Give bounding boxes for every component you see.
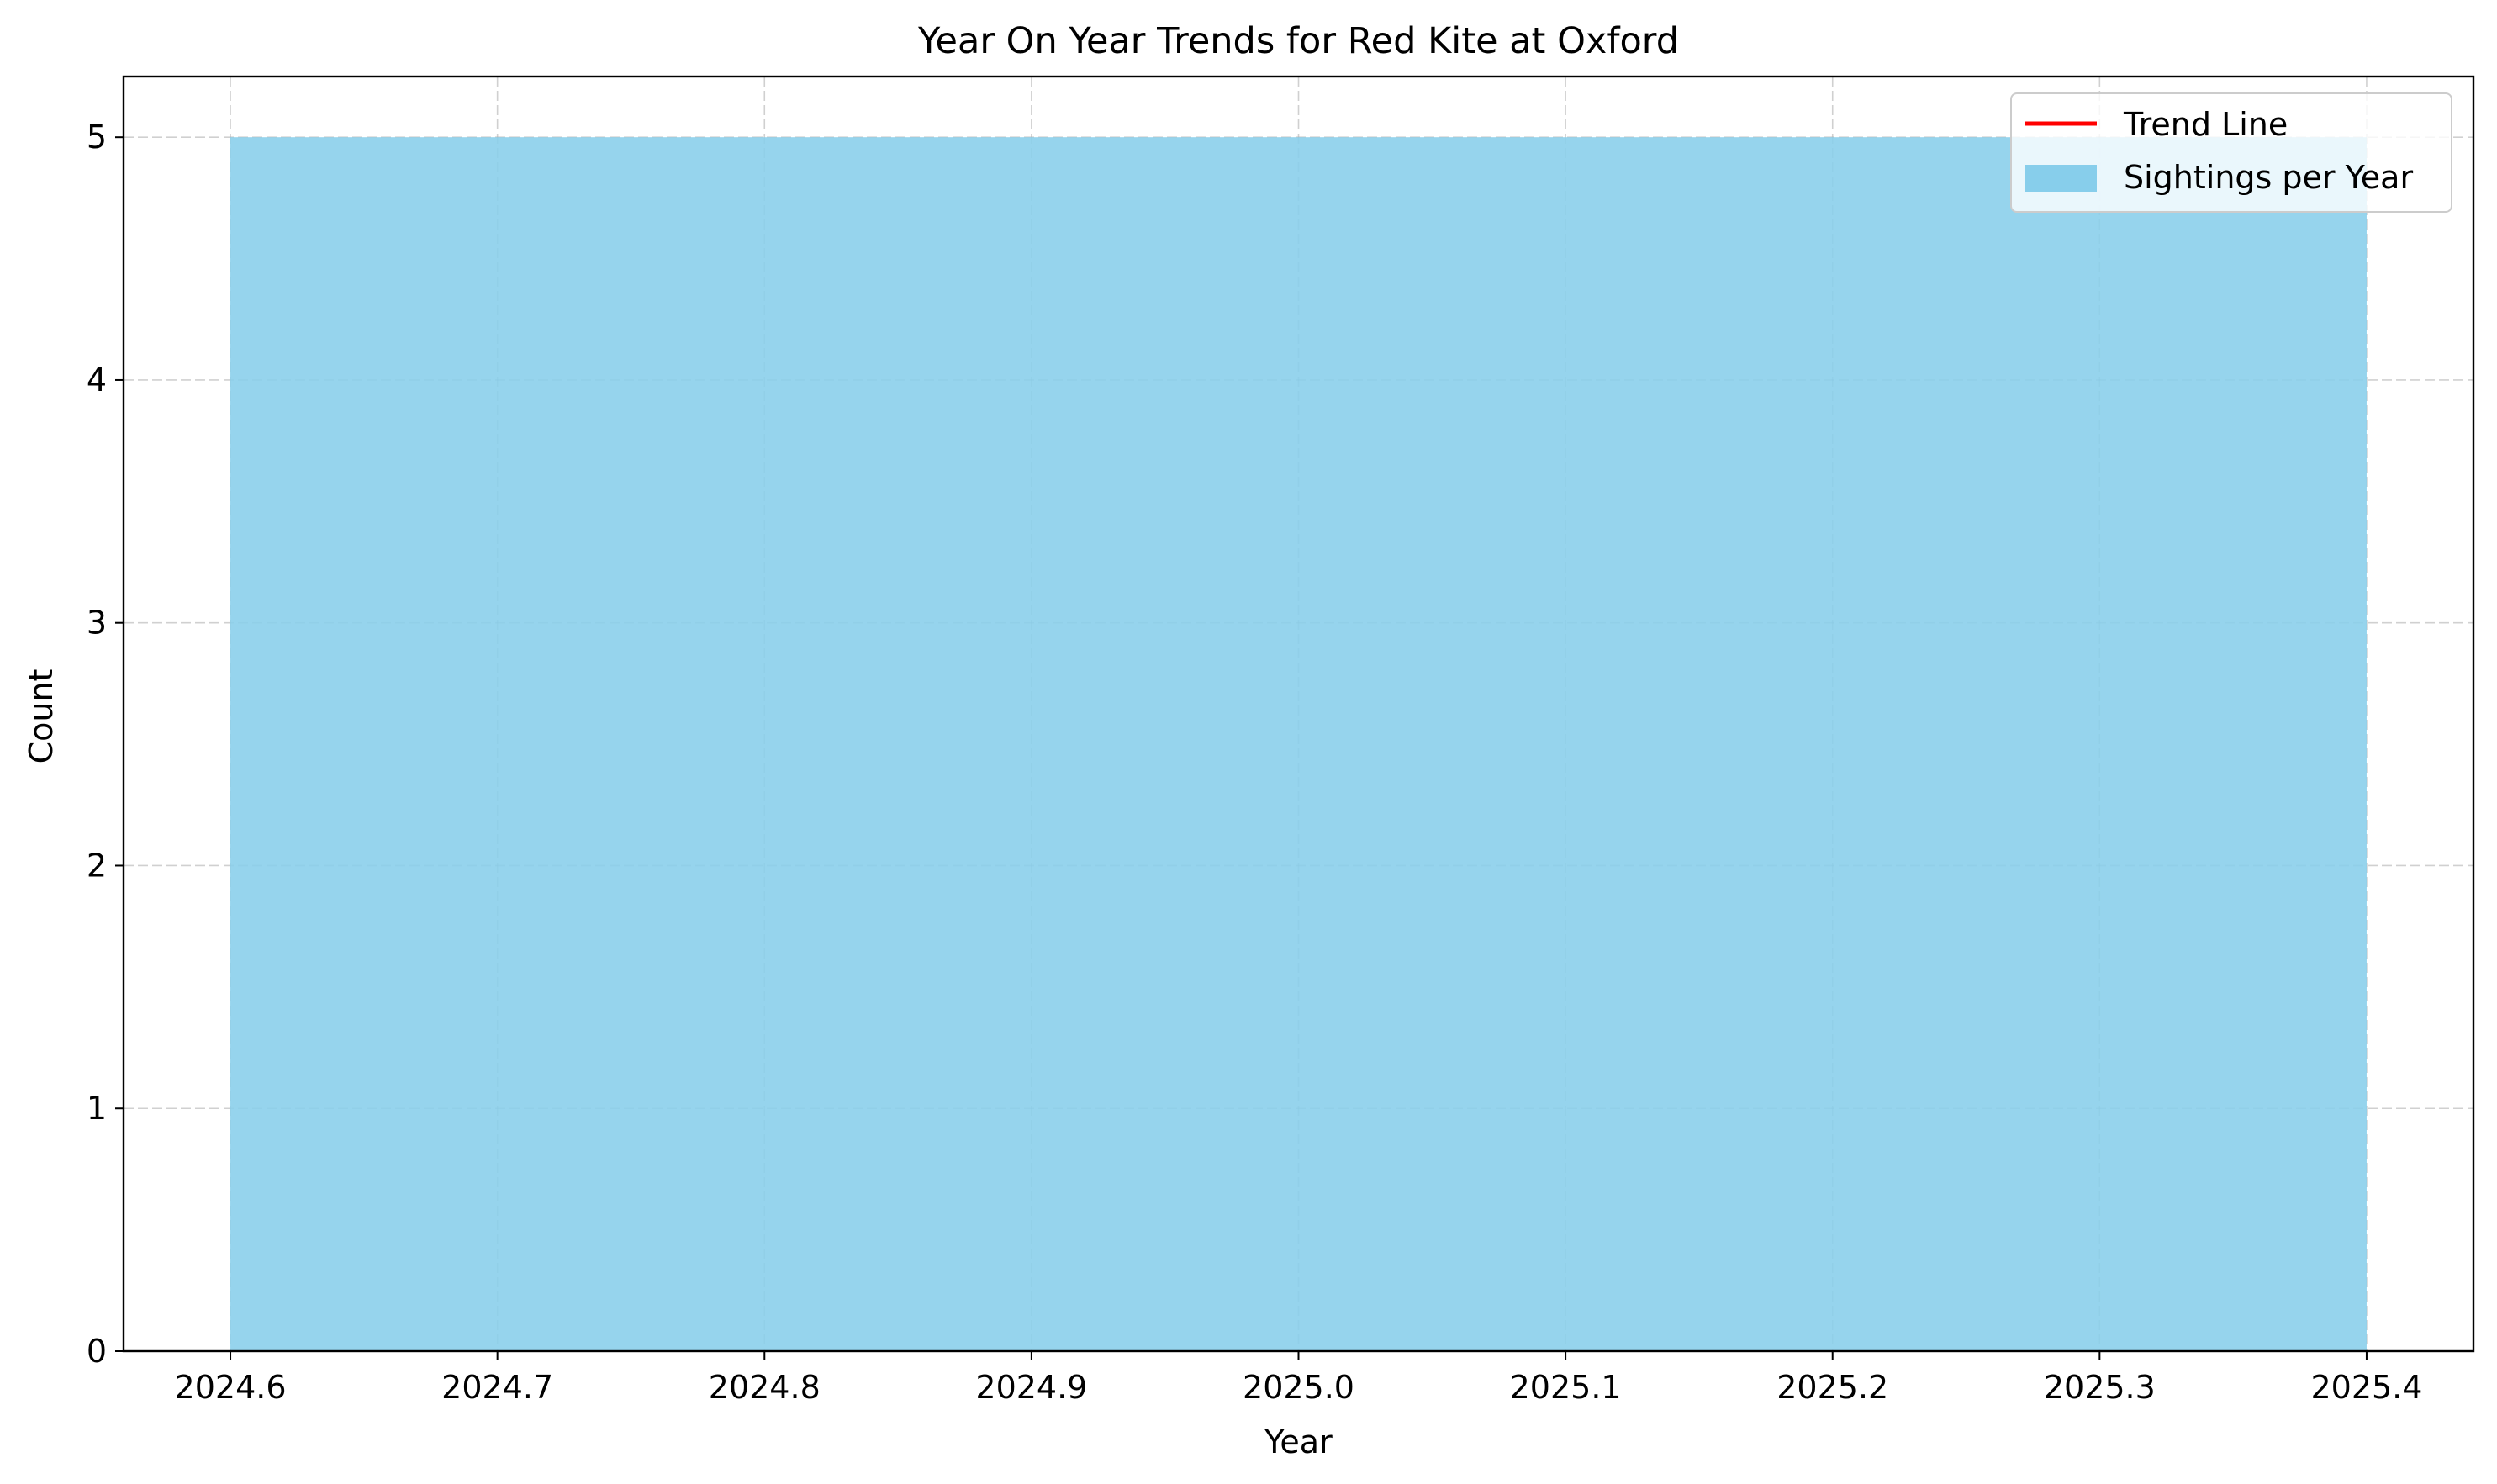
legend-trend-line-label: Trend Line [2123,106,2288,143]
legend-box [2010,92,2452,213]
chart-title: Year On Year Trends for Red Kite at Oxfo… [917,20,1679,62]
y-tick-label: 3 [87,605,107,642]
x-axis-ticks: 2024.6 2024.7 2024.8 2024.9 2025.0 2025.1 2025… [175,1351,2422,1406]
y-tick-label: 2 [87,847,107,884]
x-tick-label: 2025.3 [2044,1369,2156,1406]
x-tick-label: 2025.0 [1243,1369,1354,1406]
x-tick-label: 2024.9 [975,1369,1087,1406]
x-tick-label: 2025.4 [2310,1369,2422,1406]
y-tick-label: 4 [87,362,107,399]
legend: Trend Line Sightings per Year [2010,92,2452,213]
y-axis-ticks: 0 1 2 3 4 5 [87,119,124,1370]
x-tick-label: 2025.1 [1510,1369,1622,1406]
y-tick-label: 5 [87,119,107,156]
legend-sightings-label: Sightings per Year [2124,159,2413,196]
x-tick-label: 2024.8 [709,1369,821,1406]
y-axis-label: Count [23,669,60,764]
y-tick-label: 1 [87,1090,107,1127]
x-tick-label: 2024.6 [175,1369,287,1406]
legend-sightings-swatch [2025,165,2097,192]
bars [230,137,2367,1352]
bar-sightings-per-year [230,137,2367,1352]
y-tick-label: 0 [87,1333,107,1370]
x-tick-label: 2024.7 [441,1369,553,1406]
x-tick-label: 2025.2 [1776,1369,1888,1406]
x-axis-label: Year [1264,1423,1333,1460]
